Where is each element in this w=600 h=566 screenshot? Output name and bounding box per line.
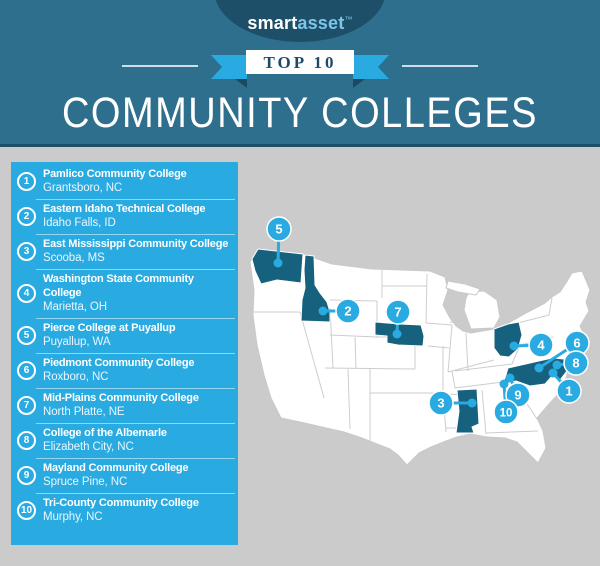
state-borders bbox=[252, 268, 554, 441]
ribbon-left-fold bbox=[235, 79, 247, 88]
college-name: Mayland Community College bbox=[43, 462, 189, 474]
marker-number: 8 bbox=[572, 356, 579, 371]
college-location: Grantsboro, NC bbox=[43, 182, 123, 194]
college-name: Tri-County Community College bbox=[43, 497, 199, 509]
rank-badge: 8 bbox=[17, 431, 36, 450]
ribbon-badge-label: TOP 10 bbox=[264, 53, 337, 72]
rank-badge: 5 bbox=[17, 326, 36, 345]
marker-dot bbox=[552, 360, 562, 370]
marker-dot bbox=[273, 258, 283, 268]
list-item: 6 Piedmont Community College Roxboro, NC bbox=[11, 353, 238, 388]
marker-number: 5 bbox=[275, 222, 282, 237]
college-name: Eastern Idaho Technical College bbox=[43, 203, 206, 215]
college-name: Washington State Community College bbox=[43, 273, 194, 299]
marker-dot bbox=[467, 398, 477, 408]
college-location: Marietta, OH bbox=[43, 301, 107, 313]
logo-smart-text: smart bbox=[247, 13, 298, 33]
rank-badge: 4 bbox=[17, 284, 36, 303]
list-item: 3 East Mississippi Community College Scoo… bbox=[11, 234, 238, 269]
map-marker bbox=[335, 298, 361, 324]
list-item: 9 Mayland Community College Spruce Pine, … bbox=[11, 458, 238, 493]
map-marker bbox=[528, 332, 554, 358]
map-marker bbox=[385, 299, 411, 325]
brand-logo: smartasset™ bbox=[0, 13, 600, 34]
list-item: 8 College of the Albemarle Elizabeth City… bbox=[11, 423, 238, 458]
marker-number: 4 bbox=[537, 338, 545, 353]
college-name: Pamlico Community College bbox=[43, 168, 187, 180]
trademark-symbol: ™ bbox=[344, 15, 353, 24]
state-michigan bbox=[463, 290, 501, 330]
marker-dot bbox=[534, 363, 544, 373]
marker-dot bbox=[505, 373, 515, 383]
marker-number: 7 bbox=[394, 305, 401, 320]
us-map: 5 2 7 4 6 81 3 910 bbox=[249, 216, 591, 466]
college-location: Roxboro, NC bbox=[43, 371, 109, 383]
rank-badge: 3 bbox=[17, 242, 36, 261]
logo-asset-text: asset bbox=[297, 13, 345, 33]
college-location: Spruce Pine, NC bbox=[43, 476, 128, 488]
map-marker bbox=[563, 350, 589, 376]
college-location: Murphy, NC bbox=[43, 511, 103, 523]
rank-badge: 6 bbox=[17, 361, 36, 380]
college-location: Scooba, MS bbox=[43, 252, 105, 264]
ribbon-right-fold bbox=[353, 79, 365, 88]
marker-number: 3 bbox=[437, 396, 444, 411]
marker-dot bbox=[499, 379, 509, 389]
rank-badge: 1 bbox=[17, 172, 36, 191]
rank-badge: 7 bbox=[17, 396, 36, 415]
college-name: Pierce College at Puyallup bbox=[43, 322, 176, 334]
ribbon-right-band bbox=[353, 55, 389, 79]
marker-dot bbox=[548, 368, 558, 378]
list-item: 2 Eastern Idaho Technical College Idaho F… bbox=[11, 199, 238, 234]
college-location: Elizabeth City, NC bbox=[43, 441, 134, 453]
marker-dot bbox=[509, 341, 519, 351]
map-marker bbox=[428, 390, 454, 416]
marker-number: 9 bbox=[514, 388, 521, 403]
rank-badge: 10 bbox=[17, 501, 36, 520]
list-item: 4 Washington State Community College Mari… bbox=[11, 269, 238, 318]
college-location: North Platte, NE bbox=[43, 406, 125, 418]
state-idaho-highlight bbox=[300, 254, 331, 323]
marker-number: 6 bbox=[573, 336, 580, 351]
rank-badge: 2 bbox=[17, 207, 36, 226]
college-name: College of the Albemarle bbox=[43, 427, 167, 439]
header: smartasset™ TOP 10 COMMUNITY COLLEGES bbox=[0, 0, 600, 147]
map-marker bbox=[493, 399, 519, 425]
list-item: 5 Pierce College at Puyallup Puyallup, WA bbox=[11, 318, 238, 353]
top10-ribbon: TOP 10 bbox=[122, 50, 478, 88]
map-markers: 5 2 7 4 6 81 3 910 bbox=[266, 216, 590, 425]
list-item: 1 Pamlico Community College Grantsboro, N… bbox=[11, 164, 238, 199]
college-name: East Mississippi Community College bbox=[43, 238, 229, 250]
page-title: COMMUNITY COLLEGES bbox=[61, 90, 539, 138]
college-location: Idaho Falls, ID bbox=[43, 217, 116, 229]
state-michigan-upper bbox=[445, 280, 481, 296]
ribbon-left-band bbox=[211, 55, 247, 79]
college-name: Mid-Plains Community College bbox=[43, 392, 199, 404]
list-item: 7 Mid-Plains Community College North Plat… bbox=[11, 388, 238, 423]
marker-number: 1 bbox=[565, 384, 572, 399]
marker-number: 10 bbox=[500, 408, 513, 420]
ranking-panel: 1 Pamlico Community College Grantsboro, N… bbox=[11, 162, 238, 545]
map-marker bbox=[266, 216, 292, 242]
map-marker bbox=[556, 378, 582, 404]
marker-number: 2 bbox=[344, 304, 351, 319]
rank-badge: 9 bbox=[17, 466, 36, 485]
list-item: 10 Tri-County Community College Murphy, N… bbox=[11, 493, 238, 528]
marker-dot bbox=[318, 306, 328, 316]
marker-dot bbox=[392, 329, 402, 339]
college-name: Piedmont Community College bbox=[43, 357, 195, 369]
college-location: Puyallup, WA bbox=[43, 336, 111, 348]
ribbon-badge-box bbox=[246, 50, 354, 74]
